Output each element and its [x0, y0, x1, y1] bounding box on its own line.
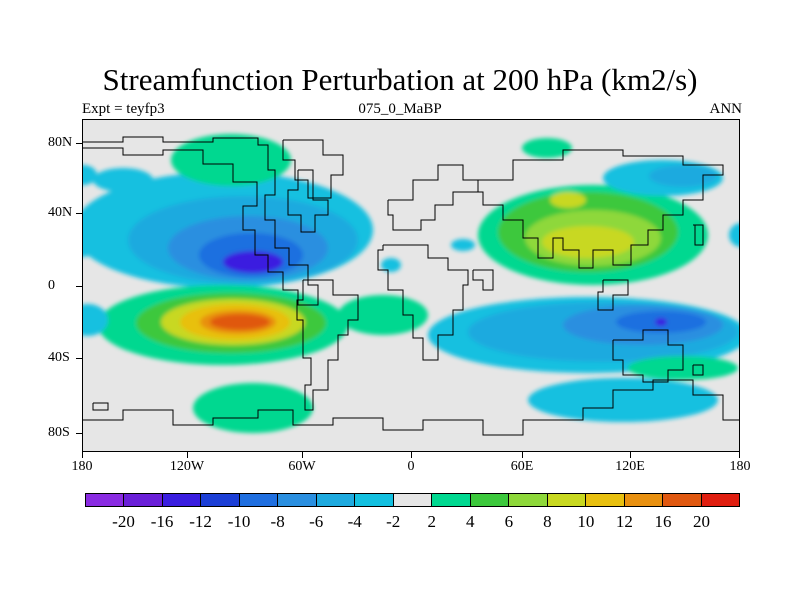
coastline-arabia	[472, 269, 494, 291]
colorbar-segment	[470, 494, 510, 506]
contour-neg-2-atlantic-small	[93, 168, 153, 192]
colorbar-segment	[624, 494, 664, 506]
colorbar-label: -8	[270, 512, 285, 531]
coastline-japan	[693, 224, 704, 246]
lon-tick	[302, 452, 303, 458]
contour-pos-2-south-atlantic	[338, 295, 428, 335]
colorbar-label: 4	[466, 512, 475, 531]
colorbar-segment	[239, 494, 279, 506]
lat-label-40n: 40N	[48, 205, 73, 220]
lon-label-180e: 180	[729, 459, 751, 474]
map-panel	[82, 119, 740, 452]
coastline-south-america	[296, 279, 359, 411]
colorbar-segment	[701, 494, 739, 506]
colorbar-segment	[355, 494, 394, 506]
plot-title: Streamfunction Perturbation at 200 hPa (…	[102, 62, 698, 97]
contour-pos-8-north-asia	[550, 192, 586, 208]
colorbar-label: -6	[309, 512, 324, 531]
contour-neg-2-north-atlantic-small	[451, 239, 475, 251]
lon-label-60e: 60E	[510, 459, 534, 474]
coastline-southeast-asia	[597, 279, 629, 311]
colorbar-segment	[316, 494, 356, 506]
colorbar-label: 16	[654, 512, 672, 531]
period-label: 075_0_MaBP	[358, 101, 442, 117]
colorbar-label: -20	[112, 512, 135, 531]
lon-tick	[739, 452, 740, 458]
colorbar-label: -4	[347, 512, 362, 531]
lat-label-eq: 0	[48, 278, 55, 293]
lat-tick	[76, 286, 82, 287]
contour-neg-2-southern-ocean	[528, 378, 718, 422]
coastline-greenland	[282, 139, 344, 199]
contour-neg-4-siberia	[649, 165, 717, 187]
colorbar-label: -2	[386, 512, 401, 531]
colorbar-segment	[201, 494, 240, 506]
coastline-australia	[612, 329, 684, 383]
lat-tick	[76, 143, 82, 144]
colorbar-segment	[86, 494, 125, 506]
contour-pos-2-arctic-east	[522, 138, 572, 158]
colorbar-segment	[393, 494, 433, 506]
streamfunction-map	[83, 120, 739, 451]
lon-tick	[522, 452, 523, 458]
coastline-asia	[477, 149, 724, 269]
contour-neg-10-north-pacific	[223, 251, 283, 273]
lat-tick	[76, 213, 82, 214]
lat-tick	[76, 433, 82, 434]
coastline-antarctica	[83, 379, 739, 436]
lat-label-80n: 80N	[48, 135, 73, 150]
contour-pos-4-arctic	[171, 134, 291, 186]
lon-label-0: 0	[407, 459, 415, 474]
colorbar-label: 12	[615, 512, 633, 531]
coastline-antarctic-coast	[92, 402, 109, 411]
lon-tick	[411, 452, 412, 458]
coastline-europe	[387, 164, 479, 231]
contour-neg-2-left-edge-2	[83, 213, 101, 257]
experiment-label: Expt = teyfp3	[82, 101, 165, 117]
colorbar-label: -12	[189, 512, 212, 531]
colorbar-segment	[586, 494, 625, 506]
lon-tick	[187, 452, 188, 458]
colorbar	[85, 493, 740, 507]
colorbar-label: 10	[577, 512, 595, 531]
lon-tick	[630, 452, 631, 458]
colorbar-label: -10	[227, 512, 251, 531]
colorbar-segment	[432, 494, 471, 506]
coastline-outlines	[83, 136, 739, 436]
colorbar-label: 2	[427, 512, 437, 531]
lon-label-120w: 120W	[169, 459, 205, 474]
colorbar-segment	[509, 494, 548, 506]
lat-label-40s: 40S	[48, 350, 70, 365]
lon-label-180w: 180	[71, 459, 93, 474]
colorbar-segment	[162, 494, 202, 506]
colorbar-segment	[124, 494, 163, 506]
coastline-africa	[377, 244, 469, 361]
colorbar-label: 8	[543, 512, 552, 531]
contour-pos-2-southern-ocean	[193, 383, 313, 433]
lon-label-60w: 60W	[288, 459, 316, 474]
contour-neg-2-south-pacific-edge	[83, 304, 108, 336]
colorbar-segment	[547, 494, 587, 506]
colorbar-segment	[663, 494, 702, 506]
coastline-hudson	[287, 169, 329, 233]
contour-neg-2-small-atlantic	[381, 258, 401, 272]
lon-tick	[82, 452, 83, 458]
coastline-new-zealand	[692, 364, 704, 376]
contour-neg-2-right-edge	[729, 223, 739, 247]
contour-neg-2-left-edge	[83, 165, 97, 185]
colorbar-label: 6	[504, 512, 514, 531]
contour-pos-16-south-pacific	[210, 314, 270, 330]
season-label: ANN	[709, 101, 743, 117]
colorbar-label: 20	[692, 512, 710, 531]
colorbar-segment	[278, 494, 317, 506]
lat-tick	[76, 358, 82, 359]
contour-neg-10-indian-ocean	[655, 318, 667, 326]
colorbar-label: -16	[150, 512, 174, 531]
contour-pos-8-asia	[542, 226, 634, 258]
lon-label-120e: 120E	[615, 459, 645, 474]
lat-label-80s: 80S	[48, 425, 70, 440]
coastline-north-america	[83, 136, 319, 306]
